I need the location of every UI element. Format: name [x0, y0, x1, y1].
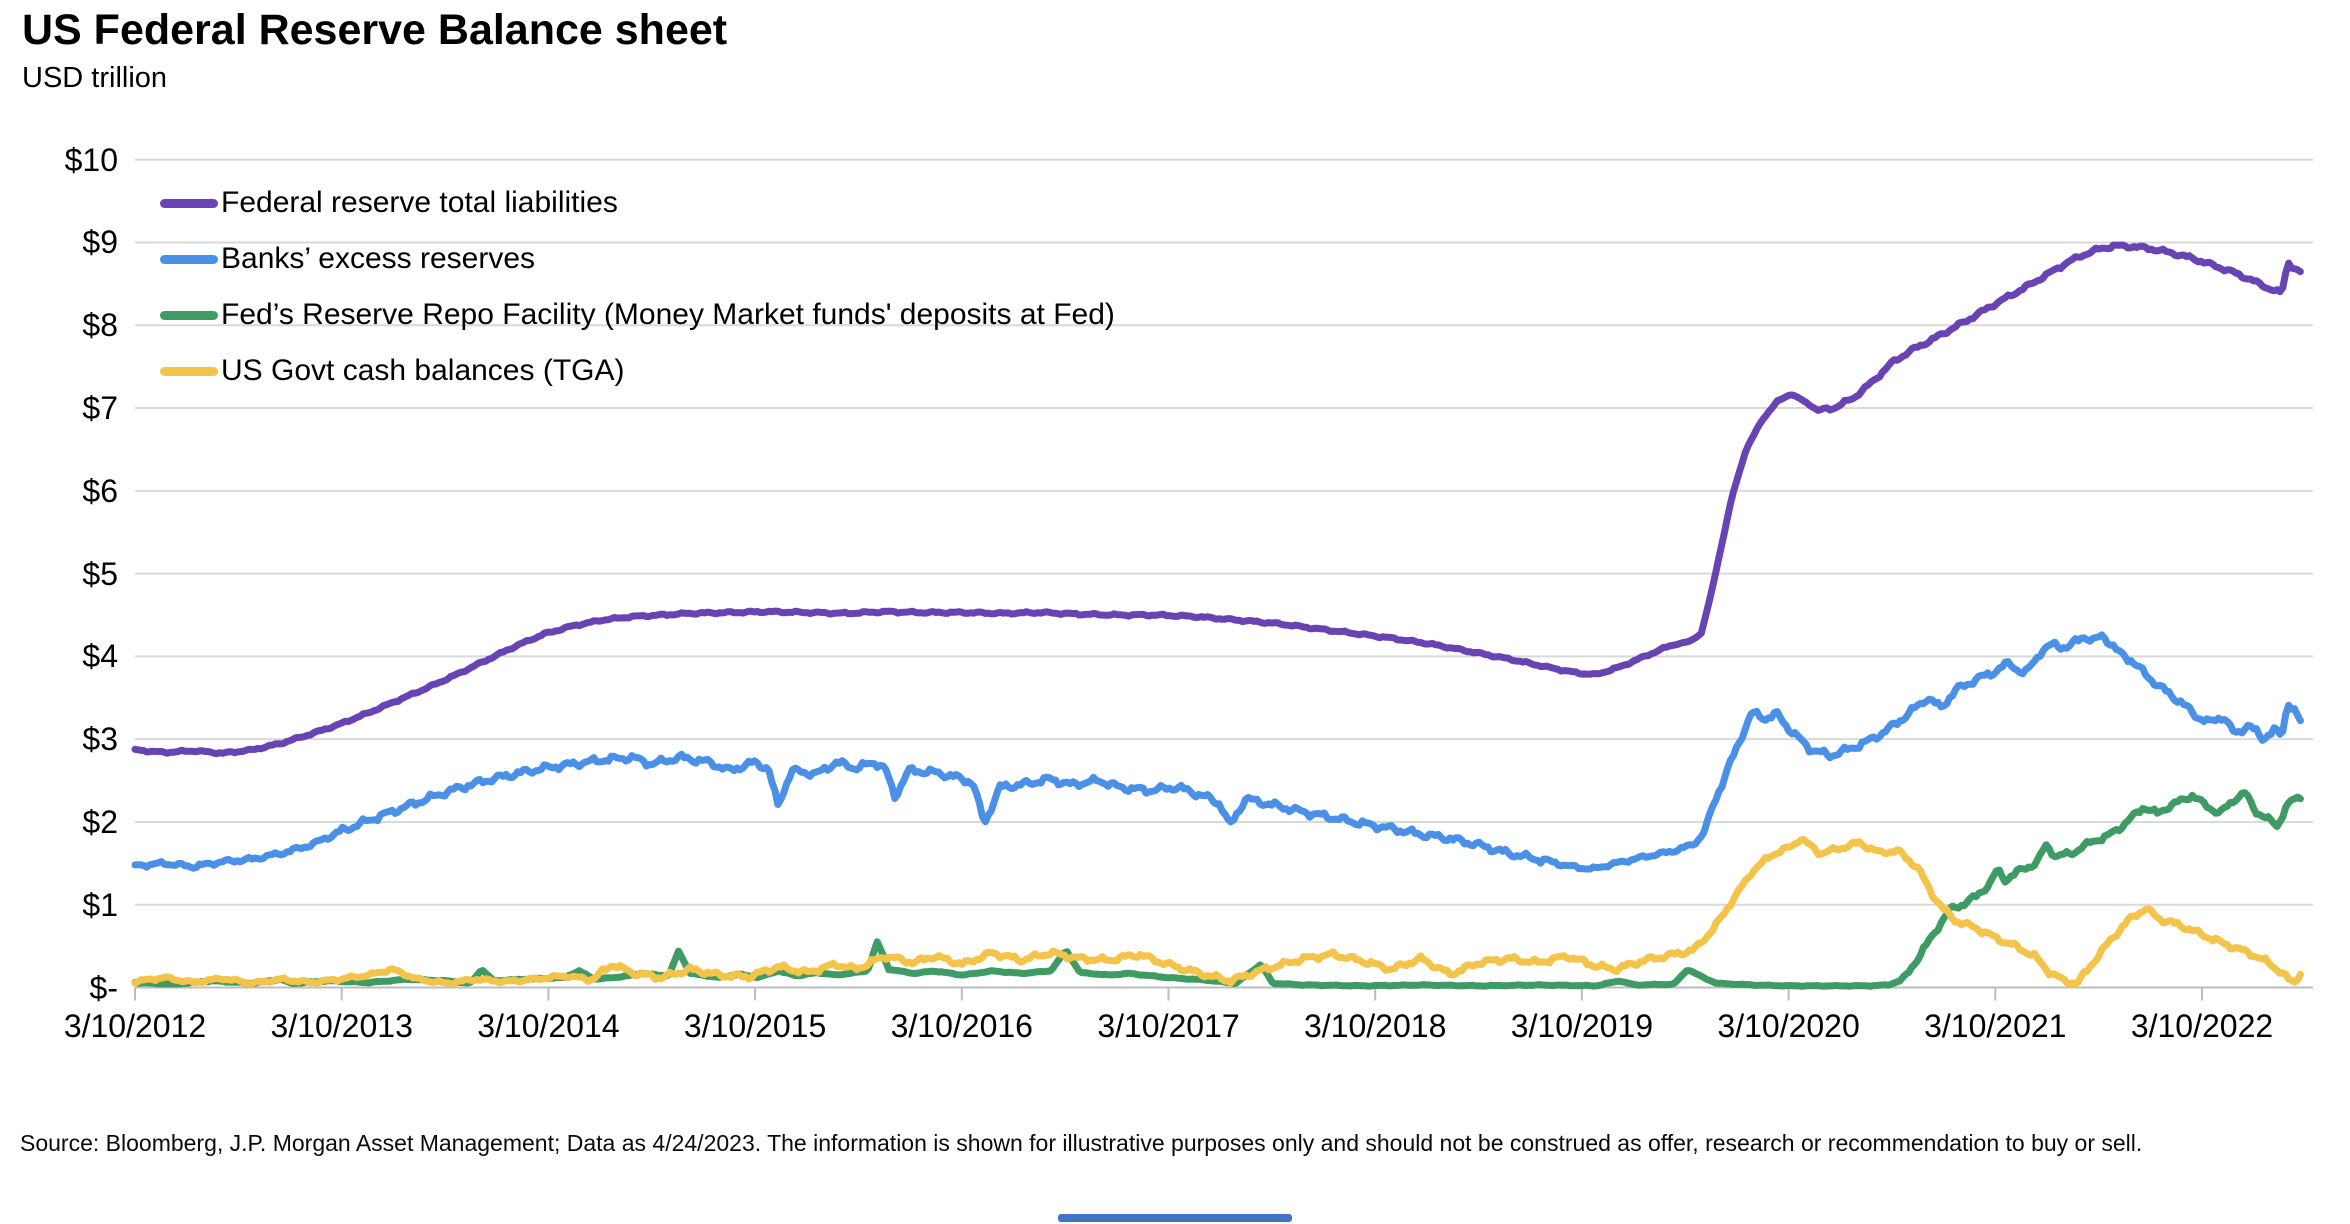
x-axis-label: 3/10/2014 — [477, 1008, 620, 1044]
y-axis-label: $10 — [64, 141, 118, 178]
legend-label: Fed’s Reserve Repo Facility (Money Marke… — [221, 298, 1115, 331]
x-axis-label: 3/10/2022 — [2130, 1008, 2274, 1044]
y-axis-label: $4 — [82, 638, 118, 675]
source-note: Source: Bloomberg, J.P. Morgan Asset Man… — [20, 1130, 2143, 1156]
y-axis-label: $6 — [82, 472, 118, 509]
series-line-2 — [131, 631, 2304, 873]
x-axis-label: 3/10/2018 — [1304, 1008, 1447, 1044]
x-axis-label: 3/10/2019 — [1510, 1008, 1654, 1044]
y-axis-label: $9 — [82, 224, 118, 261]
y-axis-label: $5 — [82, 555, 118, 592]
legend-label: US Govt cash balances (TGA) — [221, 354, 625, 387]
legend-swatch — [160, 366, 218, 376]
series-line-1 — [131, 241, 2304, 758]
y-axis-label: $8 — [82, 307, 118, 344]
legend-item: US Govt cash balances (TGA) — [160, 343, 1115, 399]
x-axis-label: 3/10/2016 — [890, 1008, 1033, 1044]
series-line-4 — [131, 835, 2304, 988]
legend-item: Federal reserve total liabilities — [160, 175, 1115, 231]
chart-legend: Federal reserve total liabilities Banks’ … — [160, 175, 1115, 399]
legend-label: Banks’ excess reserves — [221, 242, 536, 275]
x-axis-label: 3/10/2021 — [1924, 1008, 2067, 1044]
footer-accent-bar — [1058, 1214, 1292, 1222]
y-axis-label: $1 — [82, 886, 118, 923]
x-axis-label: 3/10/2015 — [683, 1008, 827, 1044]
legend-swatch — [160, 254, 218, 264]
x-axis-label: 3/10/2020 — [1717, 1008, 1860, 1044]
y-axis-label: $7 — [82, 390, 118, 427]
x-axis-label: 3/10/2017 — [1097, 1008, 1240, 1044]
legend-item: Banks’ excess reserves — [160, 231, 1115, 287]
x-axis-label: 3/10/2013 — [270, 1008, 413, 1044]
legend-swatch — [160, 198, 218, 208]
legend-item: Fed’s Reserve Repo Facility (Money Marke… — [160, 287, 1115, 343]
y-axis-label: $2 — [82, 803, 118, 840]
y-axis-label: $- — [89, 969, 118, 1006]
page-title: US Federal Reserve Balance sheet — [22, 6, 728, 54]
y-axis-label: $3 — [82, 721, 118, 758]
axis-units-label: USD trillion — [22, 62, 168, 94]
x-axis-label: 3/10/2012 — [63, 1008, 207, 1044]
legend-swatch — [160, 310, 218, 320]
legend-label: Federal reserve total liabilities — [221, 186, 618, 219]
